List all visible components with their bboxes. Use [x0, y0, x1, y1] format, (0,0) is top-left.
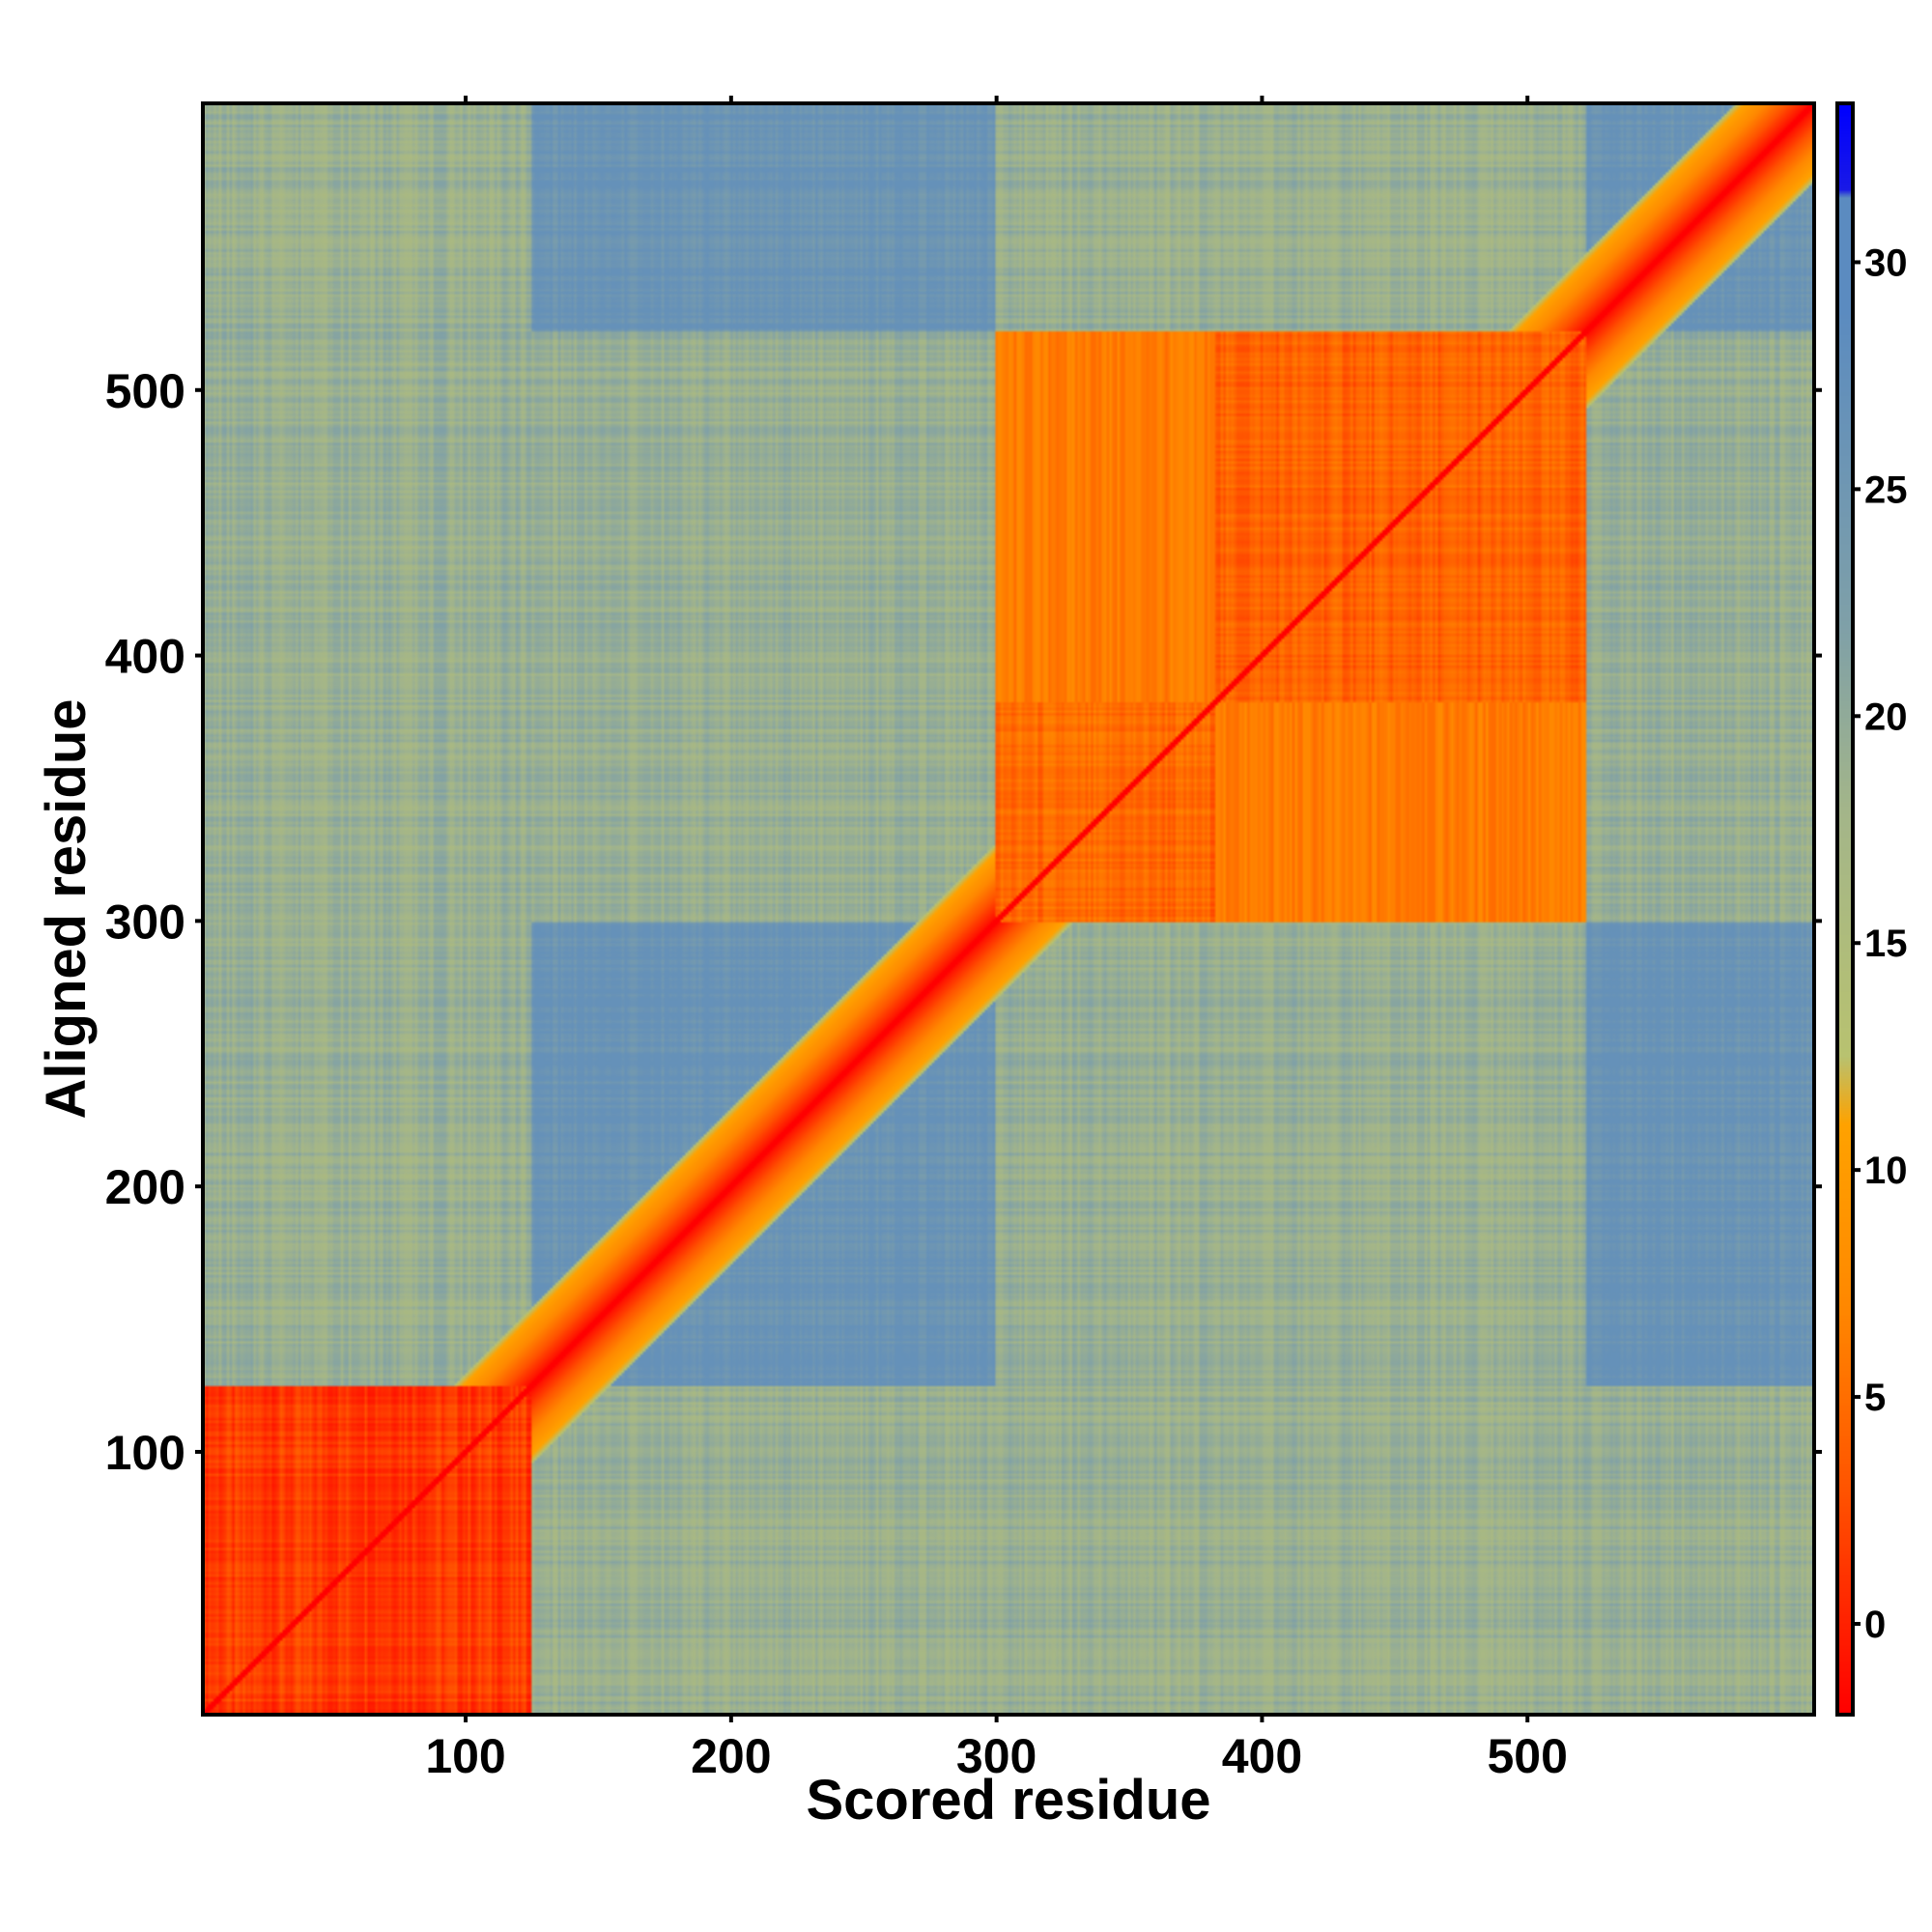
- colorbar-tick-label: 10: [1864, 1150, 1908, 1192]
- colorbar-tick-label: 0: [1864, 1604, 1886, 1646]
- y-tick-label: 300: [105, 895, 185, 949]
- y-axis-title: Aligned residue: [35, 698, 98, 1119]
- colorbar-tick-label: 15: [1864, 923, 1908, 965]
- colorbar-frame: [1835, 101, 1855, 1717]
- colorbar-tick-label: 25: [1864, 469, 1908, 511]
- x-tick-label: 400: [1222, 1729, 1302, 1783]
- y-tick-label: 100: [105, 1426, 185, 1480]
- x-axis-title: Scored residue: [806, 1769, 1210, 1832]
- heatmap-cells: [203, 103, 1814, 1715]
- y-axis: 100 200 300 400 500: [105, 364, 1822, 1480]
- x-tick-label: 300: [956, 1729, 1037, 1783]
- colorbar-tick-label: 5: [1864, 1377, 1886, 1419]
- colorbar-axis: 0 5 10 15 20 25 30: [1853, 242, 1908, 1646]
- y-tick-label: 200: [105, 1160, 185, 1214]
- plot-frame: [201, 101, 1816, 1717]
- x-tick-label: 200: [691, 1729, 771, 1783]
- colorbar-tick-label: 30: [1864, 242, 1908, 284]
- x-tick-label: 100: [425, 1729, 505, 1783]
- colorbar-tick-label: 20: [1864, 696, 1908, 738]
- x-tick-label: 500: [1488, 1729, 1568, 1783]
- y-tick-label: 400: [105, 630, 185, 684]
- colorbar: [1837, 103, 1853, 1715]
- y-tick-label: 500: [105, 364, 185, 418]
- x-axis: 100 200 300 400 500: [425, 96, 1568, 1783]
